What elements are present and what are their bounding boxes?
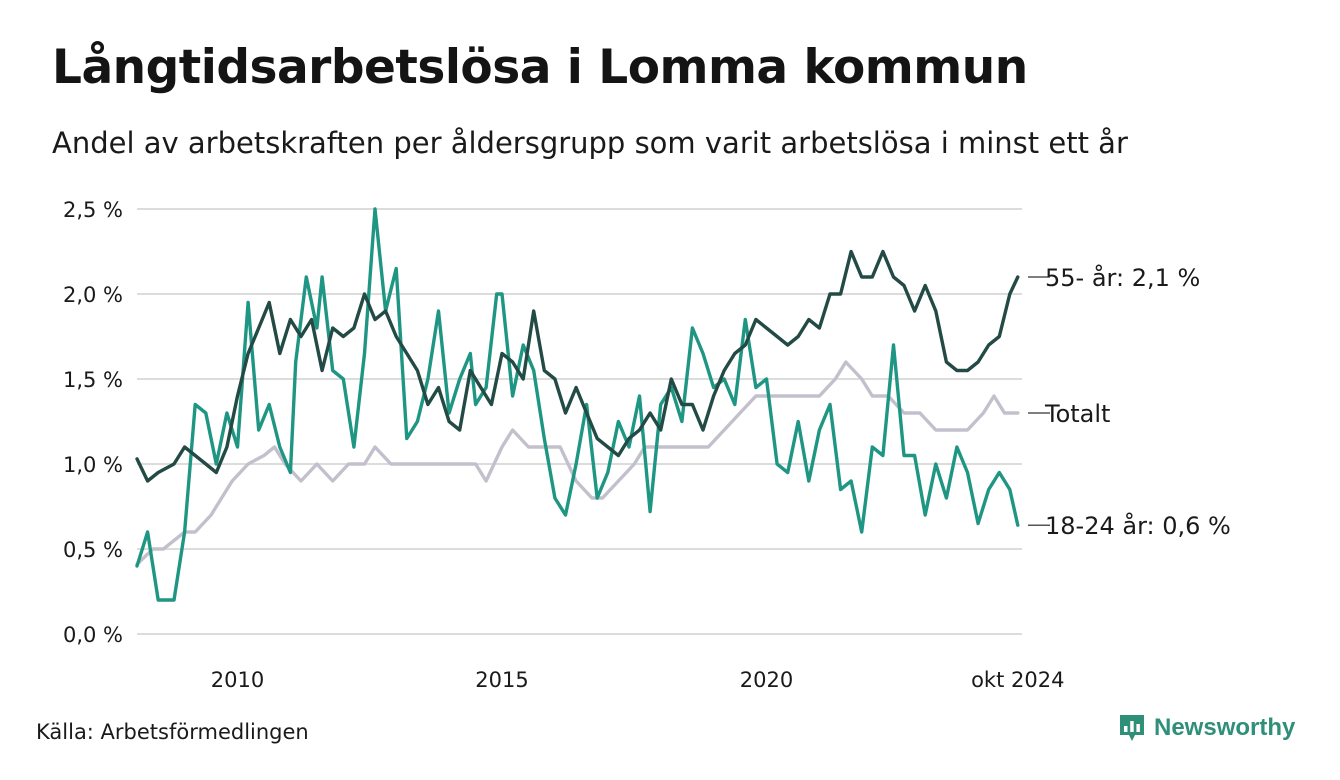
series-line [135, 207, 1020, 602]
series-line [135, 249, 1020, 483]
y-tick-label: 0,0 % [63, 623, 123, 647]
x-axis: 2010 2015 2020 okt 2024 [211, 668, 1065, 692]
source-note: Källa: Arbetsförmedlingen [36, 720, 309, 744]
series-lines [135, 207, 1020, 602]
series-end-label: 55- år: 2,1 % [1045, 263, 1200, 292]
series-end-label: Totalt [1044, 400, 1110, 428]
brand-logo: Newsworthy [1118, 713, 1295, 743]
brand-name: Newsworthy [1154, 714, 1296, 741]
bar-chart-icon [1120, 715, 1144, 741]
gridlines [137, 208, 1022, 635]
y-tick-label: 2,0 % [63, 283, 123, 307]
page-title: Långtidsarbetslösa i Lomma kommun [52, 40, 1028, 95]
page-subtitle: Andel av arbetskraften per åldersgrupp s… [52, 126, 1128, 160]
x-tick-label: 2010 [211, 668, 264, 692]
series-end-label: 18-24 år: 0,6 % [1045, 511, 1231, 540]
x-tick-label: okt 2024 [971, 668, 1064, 692]
x-tick-label: 2020 [740, 668, 793, 692]
y-tick-label: 1,0 % [63, 453, 123, 477]
y-tick-label: 0,5 % [63, 538, 123, 562]
y-tick-label: 2,5 % [63, 198, 123, 222]
y-axis: 0,0 % 0,5 % 1,0 % 1,5 % 2,0 % 2,5 % [63, 198, 123, 647]
series-end-labels: Totalt 18-24 år: 0,6 % 55- år: 2,1 % [1028, 263, 1231, 540]
x-tick-label: 2015 [475, 668, 528, 692]
y-tick-label: 1,5 % [63, 368, 123, 392]
series-line [135, 360, 1020, 566]
